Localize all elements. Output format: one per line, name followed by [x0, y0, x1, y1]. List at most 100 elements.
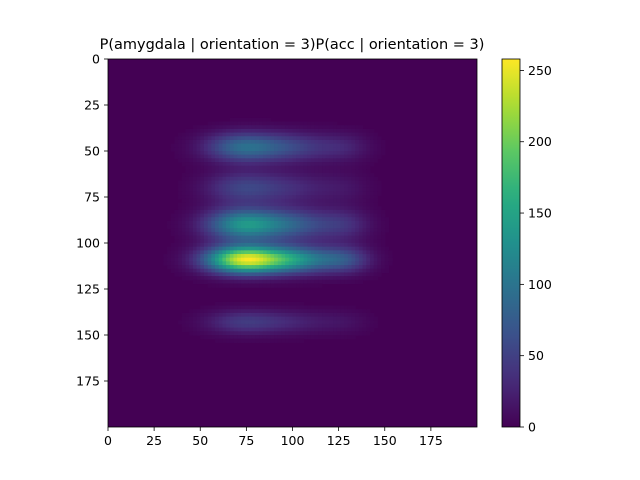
heatmap-cell: [296, 165, 301, 170]
heatmap-cell: [299, 151, 305, 156]
heatmap-cell: [329, 312, 334, 318]
heatmap-cell: [262, 165, 268, 170]
heatmap-cell: [266, 117, 271, 123]
heatmap-cell: [255, 235, 260, 240]
heatmap-cell: [218, 279, 223, 285]
heatmap-cell: [355, 217, 360, 222]
heatmap-cell: [281, 147, 286, 152]
heatmap-cell: [277, 268, 283, 274]
heatmap-cell: [347, 235, 353, 240]
heatmap-cell: [237, 209, 242, 215]
heatmap-cell: [178, 132, 183, 137]
heatmap-cell: [192, 309, 198, 314]
heatmap-cell: [292, 151, 297, 156]
heatmap-cell: [347, 213, 353, 218]
heatmap-cell: [340, 180, 345, 185]
heatmap-cell: [222, 191, 227, 196]
heatmap-cell: [299, 220, 305, 226]
heatmap-cell: [266, 276, 271, 281]
heatmap-cell: [329, 250, 334, 255]
heatmap-cell: [237, 272, 242, 277]
heatmap-cell: [340, 254, 345, 259]
heatmap-cell: [381, 261, 386, 266]
heatmap-cell: [303, 305, 308, 310]
heatmap-cell: [240, 312, 246, 318]
heatmap-cell: [369, 209, 375, 215]
heatmap-cell: [240, 128, 246, 134]
heatmap-cell: [333, 180, 338, 185]
heatmap-cell: [281, 257, 286, 262]
heatmap-cell: [288, 158, 294, 163]
heatmap-cell: [285, 136, 290, 141]
heatmap-cell: [244, 335, 249, 340]
heatmap-cell: [310, 180, 316, 185]
heatmap-cell: [262, 331, 268, 336]
heatmap-cell: [347, 162, 353, 167]
heatmap-cell: [296, 206, 301, 211]
heatmap-cell: [325, 268, 330, 274]
heatmap-cell: [262, 117, 268, 123]
heatmap-cell: [281, 246, 286, 251]
heatmap-cell: [218, 139, 223, 145]
heatmap-cell: [299, 331, 305, 336]
heatmap-cell: [288, 327, 294, 332]
heatmap-cell: [215, 162, 220, 167]
heatmap-cell: [314, 250, 319, 255]
heatmap-cell: [248, 125, 253, 130]
heatmap-cell: [274, 125, 279, 130]
heatmap-cell: [310, 128, 316, 134]
heatmap-cell: [218, 217, 223, 222]
heatmap-cell: [281, 335, 286, 340]
heatmap-cell: [366, 176, 371, 182]
heatmap-cell: [203, 276, 209, 281]
heatmap-cell: [322, 132, 327, 137]
y-tick-label: 100: [76, 236, 100, 251]
heatmap-cell: [244, 246, 249, 251]
heatmap-cell: [347, 279, 353, 285]
heatmap-cell: [255, 239, 260, 244]
heatmap-cell: [329, 128, 334, 134]
heatmap-cell: [329, 154, 334, 159]
heatmap-cell: [274, 128, 279, 134]
heatmap-cell: [170, 143, 176, 148]
heatmap-cell: [211, 305, 216, 310]
heatmap-cell: [203, 231, 209, 237]
heatmap-cell: [262, 209, 268, 215]
heatmap-cell: [211, 235, 216, 240]
heatmap-cell: [281, 198, 286, 204]
heatmap-cell: [270, 139, 275, 145]
heatmap-cell: [266, 184, 271, 189]
heatmap-cell: [314, 323, 319, 329]
heatmap-cell: [285, 139, 290, 145]
heatmap-cell: [259, 198, 264, 204]
heatmap-cell: [344, 136, 349, 141]
heatmap-cell: [299, 231, 305, 237]
heatmap-cell: [373, 224, 378, 229]
heatmap-cell: [347, 312, 353, 318]
heatmap-cell: [229, 331, 235, 336]
heatmap-cell: [178, 272, 183, 277]
heatmap-cell: [270, 128, 275, 134]
heatmap-cell: [266, 243, 271, 248]
heatmap-cell: [366, 243, 371, 248]
heatmap-cell: [347, 220, 353, 226]
heatmap-cell: [277, 165, 283, 170]
heatmap-cell: [288, 217, 294, 222]
heatmap-cell: [296, 169, 301, 174]
heatmap-cell: [237, 173, 242, 178]
heatmap-cell: [296, 257, 301, 262]
heatmap-cell: [340, 217, 345, 222]
heatmap-cell: [237, 305, 242, 310]
heatmap-cell: [296, 272, 301, 277]
heatmap-cell: [266, 327, 271, 332]
heatmap-cell: [277, 231, 283, 237]
heatmap-cell: [192, 165, 198, 170]
heatmap-cell: [262, 132, 268, 137]
heatmap-cell: [207, 217, 212, 222]
heatmap-cell: [248, 261, 253, 266]
heatmap-cell: [203, 327, 209, 332]
heatmap-cell: [303, 228, 308, 233]
heatmap-cell: [288, 209, 294, 215]
heatmap-cell: [207, 254, 212, 259]
heatmap-cell: [262, 309, 268, 314]
